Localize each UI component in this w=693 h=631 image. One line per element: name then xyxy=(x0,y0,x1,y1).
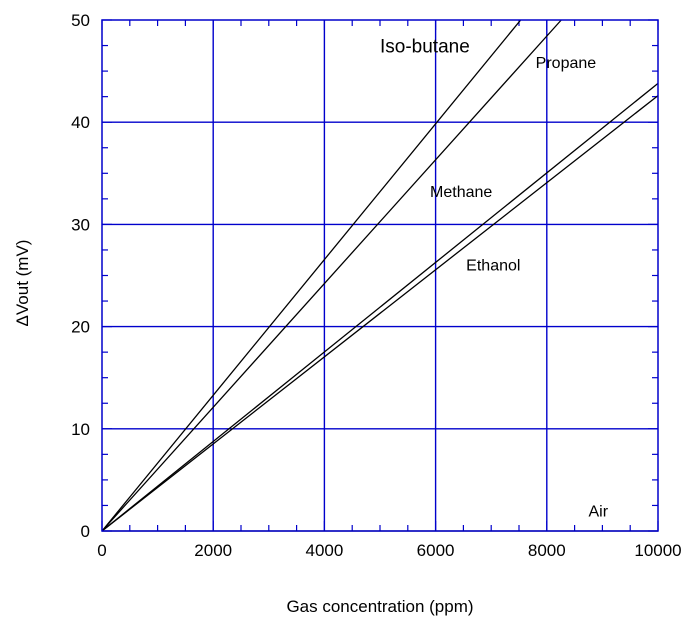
plot-frame xyxy=(101,19,659,532)
series-line-ethanol xyxy=(101,95,659,532)
series-line-propane xyxy=(101,19,562,532)
series-label-ethanol: Ethanol xyxy=(466,257,520,274)
y-tick-label: 40 xyxy=(71,113,90,132)
series-label-propane: Propane xyxy=(536,55,597,72)
tick-labels: 0 2000 4000 6000 8000 10000 0 10 20 30 40 50 xyxy=(71,11,682,560)
series-lines xyxy=(101,19,659,532)
series-label-methane: Methane xyxy=(430,184,492,201)
x-axis-title: Gas concentration (ppm) xyxy=(286,597,473,616)
grid xyxy=(102,20,658,531)
y-tick-label: 10 xyxy=(71,420,90,439)
x-tick-label: 6000 xyxy=(417,541,455,560)
y-tick-label: 30 xyxy=(71,215,90,234)
x-tick-label: 4000 xyxy=(305,541,343,560)
series-label-air: Air xyxy=(589,504,609,521)
x-tick-label: 8000 xyxy=(528,541,566,560)
axis-ticks xyxy=(101,19,659,532)
series-line-iso-butane xyxy=(101,19,522,532)
y-axis-title: ΔVout (mV) xyxy=(13,240,32,327)
y-tick-label: 50 xyxy=(71,11,90,30)
series-labels: Iso-butane Propane Methane Ethanol Air xyxy=(380,37,609,521)
x-tick-label: 2000 xyxy=(194,541,232,560)
x-tick-label: 0 xyxy=(97,541,106,560)
series-label-iso-butane: Iso-butane xyxy=(380,37,470,58)
y-tick-label: 20 xyxy=(71,318,90,337)
y-tick-label: 0 xyxy=(81,522,90,541)
series-line-methane xyxy=(101,82,659,532)
x-tick-label: 10000 xyxy=(634,541,681,560)
